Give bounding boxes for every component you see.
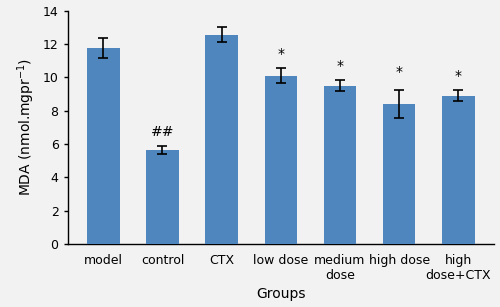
Y-axis label: MDA (nmol.mgpr$^{-1}$): MDA (nmol.mgpr$^{-1}$): [16, 58, 37, 196]
Text: *: *: [336, 59, 344, 73]
Text: *: *: [455, 69, 462, 83]
Bar: [87, 48, 120, 244]
Text: *: *: [396, 65, 402, 79]
Bar: [264, 76, 297, 244]
Bar: [383, 104, 416, 244]
X-axis label: Groups: Groups: [256, 287, 306, 301]
Bar: [442, 96, 474, 244]
Text: ##: ##: [150, 125, 174, 139]
Text: *: *: [278, 48, 284, 61]
Bar: [146, 150, 178, 244]
Bar: [206, 35, 238, 244]
Bar: [324, 86, 356, 244]
